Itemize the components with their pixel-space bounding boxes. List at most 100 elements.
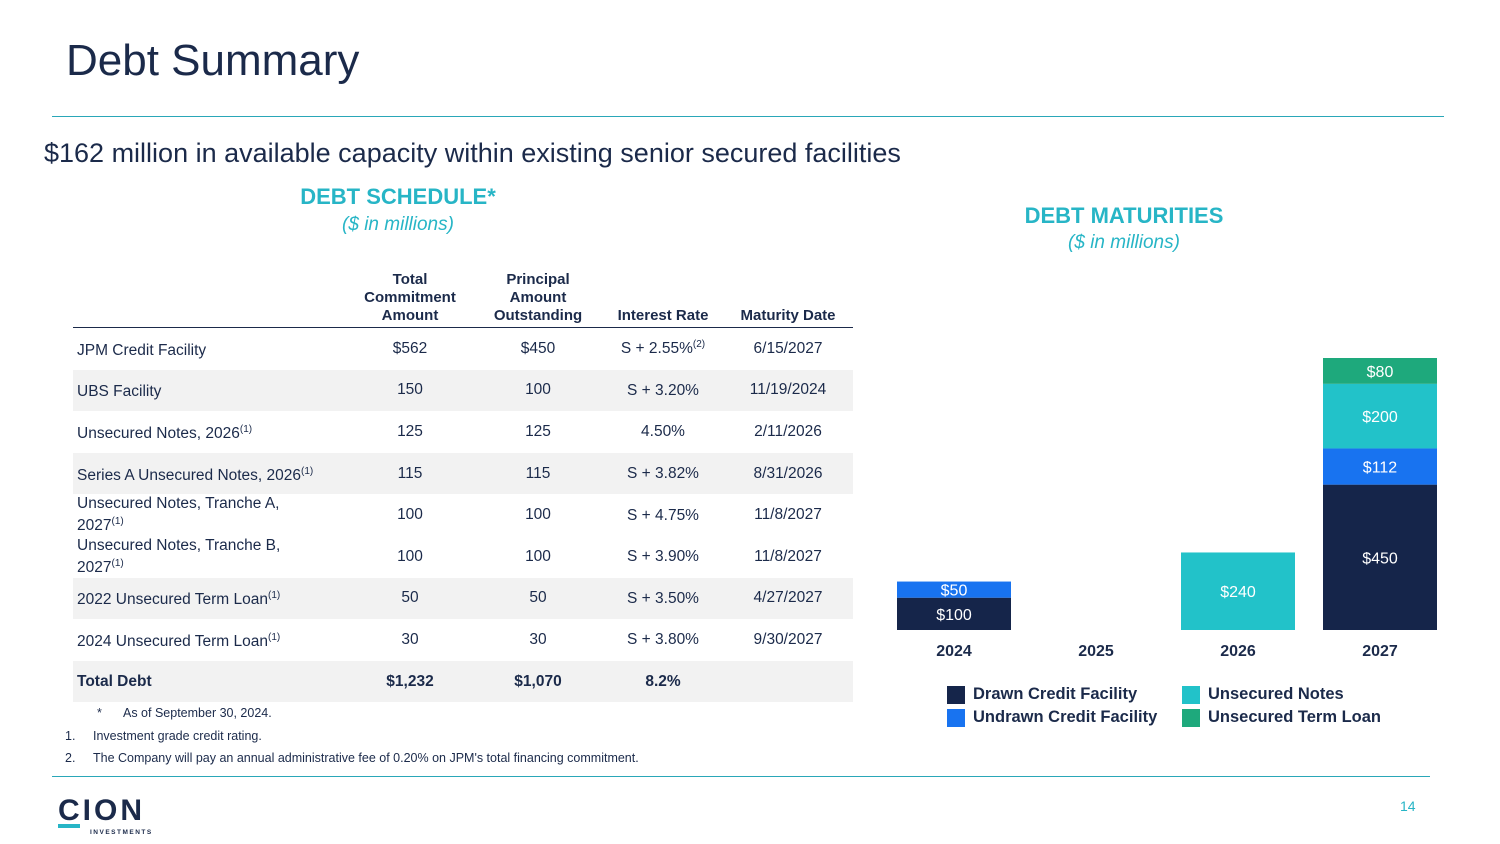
row-principal: 115 <box>525 464 551 482</box>
bar-data-label: $80 <box>1367 364 1394 381</box>
row-maturity: 9/30/2027 <box>753 630 823 648</box>
row-commitment: 115 <box>397 464 423 482</box>
maturities-subheading: ($ in millions) <box>1068 232 1180 253</box>
row-commitment: 150 <box>397 381 423 399</box>
legend-label: Unsecured Term Loan <box>1208 708 1381 726</box>
table-row: Unsecured Notes, 2026(1) 125 125 4.50% 2… <box>73 411 853 453</box>
bar-data-label: $100 <box>936 607 972 624</box>
table-total-row: Total Debt $1,232 $1,070 8.2% <box>73 660 853 703</box>
bar-data-label: $240 <box>1220 584 1256 601</box>
row-name: Series A Unsecured Notes, 2026(1) <box>77 465 314 484</box>
row-principal: 50 <box>529 589 547 607</box>
legend-label: Undrawn Credit Facility <box>973 708 1158 726</box>
footnote-asterisk-mark: * <box>97 706 102 720</box>
bar-segment <box>1181 552 1295 630</box>
table-row: 2022 Unsecured Term Loan(1) 50 50 S + 3.… <box>73 577 853 620</box>
x-tick-label: 2026 <box>1220 643 1256 660</box>
column-header-rate: Interest Rate <box>617 307 709 324</box>
page-number: 14 <box>1400 798 1416 814</box>
column-header-commitment: Total Commitment Amount <box>364 271 456 324</box>
page-title: Debt Summary <box>66 36 360 85</box>
row-name: JPM Credit Facility <box>77 341 207 359</box>
bar-data-label: $450 <box>1362 550 1398 567</box>
row-name: Unsecured Notes, Tranche A, 2027(1) <box>77 495 280 535</box>
page-subtitle: $162 million in available capacity withi… <box>44 138 901 168</box>
row-name: Unsecured Notes, Tranche B, 2027(1) <box>77 536 281 576</box>
bar-data-label: $200 <box>1362 409 1398 426</box>
row-rate: S + 3.90% <box>627 548 699 566</box>
row-rate: S + 3.80% <box>627 631 699 649</box>
column-header-principal: Principal Amount Outstanding <box>493 271 583 324</box>
debt-maturities-chart: $100 $50 2024 2025 $240 2026 $450 $112 $200 $80 20… <box>897 358 1437 660</box>
bottom-divider <box>52 776 1430 777</box>
row-commitment: 50 <box>401 589 419 607</box>
table-header: Total Commitment Amount Principal Amount… <box>73 268 853 328</box>
legend-swatch-undrawn <box>947 708 965 727</box>
row-maturity: 11/8/2027 <box>754 506 822 524</box>
row-name: Unsecured Notes, 2026(1) <box>77 423 253 443</box>
row-maturity: 11/19/2024 <box>749 381 827 399</box>
cion-logo: CION INVESTMENTS <box>58 794 153 836</box>
row-rate: 4.50% <box>641 423 685 441</box>
bar-segment <box>897 597 1011 630</box>
maturities-heading: DEBT MATURITIES <box>1024 203 1224 228</box>
x-tick-label: 2027 <box>1362 643 1398 660</box>
footnote-1: Investment grade credit rating. <box>93 729 262 743</box>
footnote-2-mark: 2. <box>65 751 76 765</box>
row-principal: 30 <box>529 630 547 648</box>
row-maturity: 8/31/2026 <box>753 464 823 482</box>
bar-segment <box>1323 383 1437 449</box>
row-principal: 100 <box>525 381 551 399</box>
bar-data-label: $50 <box>941 583 968 600</box>
debt-schedule-table: Total Commitment Amount Principal Amount… <box>73 268 853 703</box>
svg-text:CION: CION <box>58 794 145 827</box>
row-principal: 100 <box>525 506 551 524</box>
bar-segment <box>1323 484 1437 630</box>
table-row: Series A Unsecured Notes, 2026(1) 115 11… <box>73 452 853 495</box>
row-rate: S + 3.20% <box>627 381 699 399</box>
bar-segment <box>897 581 1011 598</box>
legend-item: Unsecured Term Loan <box>1182 708 1381 727</box>
table-row: JPM Credit Facility $562 $450 S + 2.55%(… <box>73 328 853 370</box>
legend-item: Drawn Credit Facility <box>947 685 1137 704</box>
row-maturity: 6/15/2027 <box>753 339 823 357</box>
row-commitment: $562 <box>392 339 428 357</box>
schedule-heading: DEBT SCHEDULE* <box>300 184 496 209</box>
bar-segment <box>1323 358 1437 384</box>
row-principal: $450 <box>520 339 556 357</box>
table-row: Unsecured Notes, Tranche B, 2027(1) 100 1… <box>73 536 853 578</box>
row-maturity: 4/27/2027 <box>753 589 823 607</box>
total-commitment: $1,232 <box>386 672 434 690</box>
row-rate: S + 2.55%(2) <box>620 339 706 358</box>
row-rate: S + 3.82% <box>627 465 699 483</box>
row-maturity: 11/8/2027 <box>754 547 822 565</box>
row-commitment: 100 <box>397 506 423 524</box>
column-header-maturity: Maturity Date <box>740 307 836 324</box>
legend-item: Unsecured Notes <box>1182 685 1344 704</box>
total-rate: 8.2% <box>645 672 681 690</box>
total-name: Total Debt <box>77 672 152 690</box>
table-row: 2024 Unsecured Term Loan(1) 30 30 S + 3.… <box>73 619 853 661</box>
row-name: 2024 Unsecured Term Loan(1) <box>77 631 281 651</box>
legend-swatch-term-loan <box>1182 708 1200 727</box>
bar-segment <box>1323 448 1437 485</box>
row-principal: 125 <box>525 422 551 440</box>
footnote-2: The Company will pay an annual administr… <box>93 751 639 765</box>
legend-item: Undrawn Credit Facility <box>947 708 1157 727</box>
svg-text:INVESTMENTS: INVESTMENTS <box>90 829 153 836</box>
table-row: UBS Facility 150 100 S + 3.20% 11/19/202… <box>73 369 853 412</box>
row-rate: S + 4.75% <box>627 506 699 524</box>
row-maturity: 2/11/2026 <box>754 422 822 440</box>
footnote-1-mark: 1. <box>65 729 76 743</box>
row-name: UBS Facility <box>77 383 162 401</box>
table-row: Unsecured Notes, Tranche A, 2027(1) 100 1… <box>73 494 853 536</box>
total-principal: $1,070 <box>514 672 562 690</box>
row-rate: S + 3.50% <box>627 589 699 607</box>
bar-data-label: $112 <box>1363 460 1398 477</box>
top-divider <box>52 116 1444 117</box>
legend-label: Unsecured Notes <box>1208 685 1344 703</box>
row-commitment: 30 <box>401 630 419 648</box>
schedule-subheading: ($ in millions) <box>342 214 454 235</box>
legend-swatch-notes <box>1182 685 1200 704</box>
row-commitment: 100 <box>397 547 423 565</box>
